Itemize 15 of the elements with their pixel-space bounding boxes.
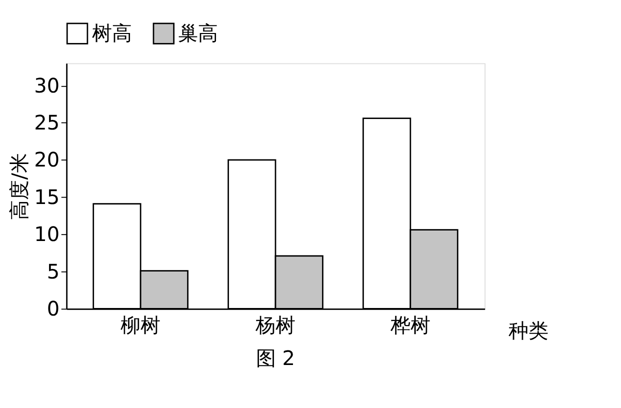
x-tick-label: 柳树 [120,312,161,337]
y-tick-label: 20 [34,148,60,172]
y-tick-label: 15 [34,184,60,209]
legend-label: 巢高 [178,20,218,45]
x-tick-label: 桦树 [389,312,430,337]
y-tick-label: 25 [34,110,60,135]
caption: 图 2 [256,346,296,370]
y-tick-label: 30 [34,73,60,98]
y-tick-label: 10 [34,222,60,246]
x-tick-label: 杨树 [254,312,296,337]
y-tick-label: 0 [46,296,60,321]
x-axis-title: 种类 [508,318,549,342]
y-tick-label: 5 [46,259,60,284]
y-axis-title: 高度/米 [6,153,31,220]
legend-label: 树高 [92,20,132,45]
